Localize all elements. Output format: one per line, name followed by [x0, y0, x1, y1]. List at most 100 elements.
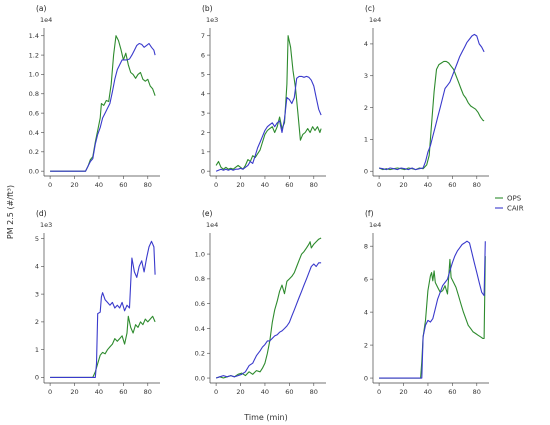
panel-b-y-tick-label: 2 — [201, 129, 205, 137]
panel-b-x-tick-label: 40 — [261, 181, 269, 189]
panel-a-y-tick-label: 0.2 — [29, 148, 39, 156]
panels-group: 0 20 40 60 800.00.20.40.60.81.01.21.41e4(a)0… — [29, 4, 489, 396]
x-axis-label: Time (min) — [243, 413, 287, 422]
panel-c-exponent: 1e4 — [369, 16, 381, 24]
panel-e-y-tick-label: 0.2 — [195, 350, 205, 358]
panel-b-y-tick-label: 7 — [201, 32, 205, 40]
panel-a-y-tick-label: 0.6 — [29, 109, 39, 117]
panel-d-y-tick-label: 1 — [35, 346, 39, 354]
panel-a-y-tick-label: 1.0 — [29, 71, 39, 79]
panel-f-label: (f) — [365, 209, 374, 218]
panel-d-y-tick-label: 2 — [35, 318, 39, 326]
legend-label-cair: CAIR — [507, 205, 524, 213]
panel-f-y-tick-label: 4 — [364, 308, 368, 316]
panel-d-x-tick-label: 0 — [48, 388, 52, 396]
panel-d-exponent: 1e3 — [40, 221, 52, 229]
panel-b-x-tick-label: 60 — [285, 181, 293, 189]
panel-b-exponent: 1e3 — [206, 16, 218, 24]
panel-b-y-tick-label: 1 — [201, 148, 205, 156]
panel-b-series-cair — [215, 75, 322, 172]
panel-c-y-tick-label: 2 — [364, 104, 368, 112]
panel-c-y-tick-label: 3 — [364, 72, 368, 80]
panel-a-x-tick-label: 80 — [144, 181, 152, 189]
panel-b-y-tick-label: 5 — [201, 71, 205, 79]
panel-a-y-tick-label: 0.8 — [29, 90, 39, 98]
panel-b-x-tick-label: 80 — [310, 181, 318, 189]
panel-a-series-ops — [50, 35, 156, 172]
legend: OPS CAIR — [495, 195, 524, 213]
panel-c-y-tick-label: 0 — [364, 168, 368, 176]
panel-e-label: (e) — [202, 209, 213, 218]
panel-f-x-tick-label: 20 — [399, 388, 407, 396]
panel-c: 0 20 40 60 80 0 1 2 3 4 1e4 (c) — [364, 4, 489, 189]
panel-f-x-tick-label: 40 — [424, 388, 432, 396]
panel-b-y-tick-label: 6 — [201, 51, 205, 59]
panel-e-series-cair — [215, 262, 322, 379]
panel-f-series-ops — [379, 256, 486, 379]
panel-a-y-tick-label: 1.2 — [29, 51, 39, 59]
panel-c-y-tick-label: 4 — [364, 40, 368, 48]
panel-b-series-ops — [215, 35, 322, 170]
panel-a-label: (a) — [36, 4, 47, 13]
panel-a-x-tick-label: 20 — [70, 181, 78, 189]
panel-d-y-tick-label: 4 — [35, 263, 39, 271]
panel-a-y-tick-label: 1.4 — [29, 32, 39, 40]
panel-d-series-cair — [50, 240, 156, 378]
panel-f-y-tick-label: 0 — [364, 374, 368, 382]
panel-c-y-tick-label: 1 — [364, 136, 368, 144]
panel-a-exponent: 1e4 — [40, 16, 52, 24]
panel-c-x-tick-label: 40 — [424, 181, 432, 189]
panel-d-label: (d) — [36, 209, 47, 218]
panel-c-label: (c) — [365, 4, 375, 13]
legend-label-ops: OPS — [507, 195, 522, 203]
panel-f-y-tick-label: 8 — [364, 242, 368, 250]
panel-e-series-ops — [215, 237, 322, 379]
panel-d-series-ops — [50, 315, 156, 378]
panel-f-x-tick-label: 60 — [448, 388, 456, 396]
panel-d-y-tick-label: 3 — [35, 290, 39, 298]
panel-d-y-tick-label: 5 — [35, 235, 39, 243]
panel-c-x-tick-label: 60 — [448, 181, 456, 189]
panel-c-series-ops — [378, 60, 485, 171]
panel-e-x-tick-label: 60 — [285, 388, 293, 396]
panel-f-series-cair — [379, 240, 486, 379]
panel-e-x-tick-label: 80 — [310, 388, 318, 396]
panel-f: 0 20 40 60 80 0 2 4 6 8 1e4 (f) — [364, 209, 489, 396]
panel-e-x-tick-label: 0 — [214, 388, 218, 396]
panel-d-x-tick-label: 80 — [144, 388, 152, 396]
panel-f-exponent: 1e4 — [369, 221, 381, 229]
panel-c-x-tick-label: 20 — [399, 181, 407, 189]
panel-b-x-tick-label: 20 — [236, 181, 244, 189]
panel-a-y-tick-label: 0.4 — [29, 129, 39, 137]
panel-b-y-tick-label: 4 — [201, 90, 205, 98]
panel-d-x-tick-label: 60 — [119, 388, 127, 396]
panel-f-y-tick-label: 2 — [364, 341, 368, 349]
panel-b-y-tick-label: 0 — [201, 167, 205, 175]
panel-e-y-tick-label: 0.6 — [195, 300, 205, 308]
panel-b-label: (b) — [202, 4, 213, 13]
panel-d-x-tick-label: 40 — [95, 388, 103, 396]
y-axis-label: PM 2.5 (#/ft³) — [6, 185, 15, 239]
panel-c-x-tick-label: 80 — [473, 181, 481, 189]
panel-a-series-cair — [50, 42, 156, 172]
panel-b-y-tick-label: 3 — [201, 109, 205, 117]
panel-c-x-tick-label: 0 — [377, 181, 381, 189]
panel-f-x-tick-label: 80 — [473, 388, 481, 396]
panel-d-y-tick-label: 0 — [35, 374, 39, 382]
panel-e: 0 20 40 60 80 0.0 0.2 0.4 0.6 0.8 1.0 1e4 (e) — [195, 209, 326, 396]
panel-e-y-tick-label: 0.8 — [195, 275, 205, 283]
panel-a-x-tick-label: 40 — [95, 181, 103, 189]
panel-f-y-tick-label: 6 — [364, 275, 368, 283]
panel-a-x-tick-label: 60 — [119, 181, 127, 189]
panel-e-x-tick-label: 40 — [261, 388, 269, 396]
panel-e-x-tick-label: 20 — [236, 388, 244, 396]
panel-a-y-tick-label: 0.0 — [29, 167, 39, 175]
panel-e-y-tick-label: 0.4 — [195, 325, 205, 333]
panel-c-series-cair — [378, 33, 485, 171]
panel-e-y-tick-label: 1.0 — [195, 250, 205, 258]
panel-b-x-tick-label: 0 — [214, 181, 218, 189]
panel-e-exponent: 1e4 — [206, 221, 218, 229]
